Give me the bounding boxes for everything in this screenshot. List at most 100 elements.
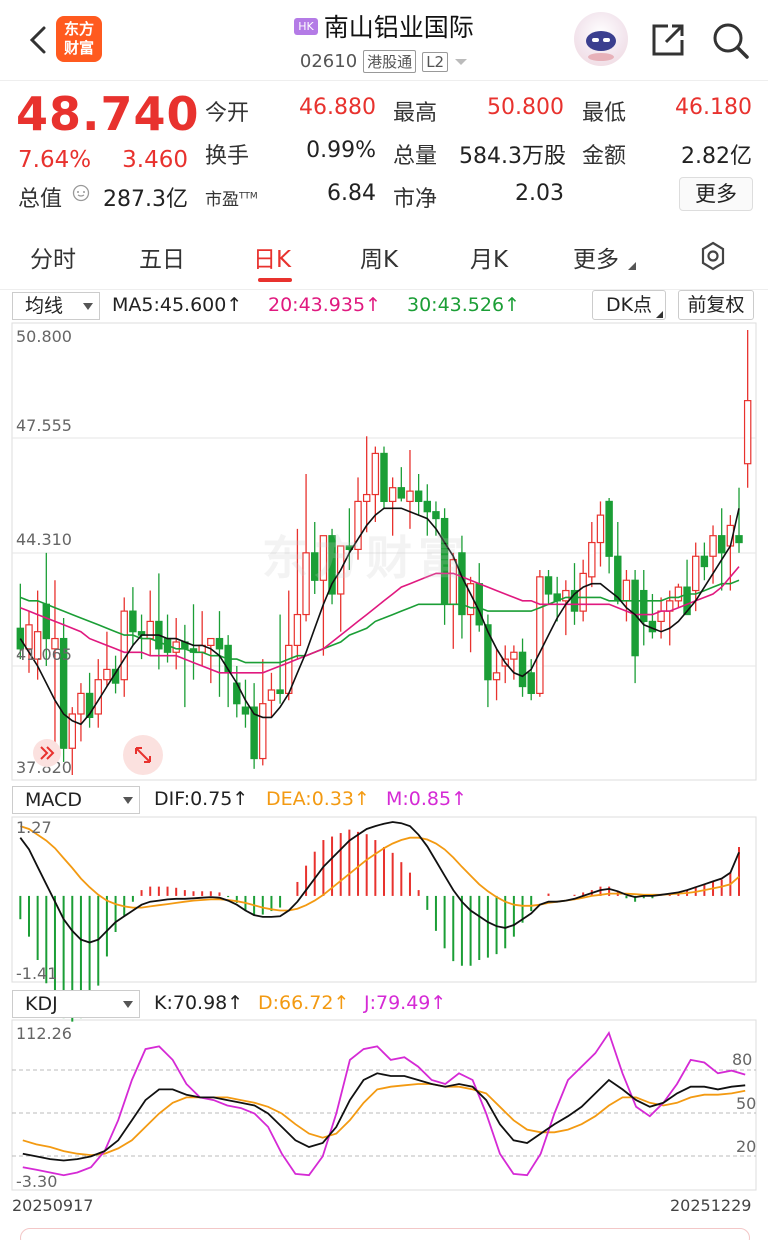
candle-up (51, 637, 59, 650)
tab-weekly-k[interactable]: 周K (360, 247, 399, 273)
stat-value-turnover: 0.99% (306, 138, 376, 163)
candle-up (492, 672, 501, 681)
ma5-line (19, 507, 740, 726)
watermark: 东方财富 (262, 531, 470, 585)
candle-up (388, 487, 397, 503)
kdj-ref-80: 80 (732, 1050, 753, 1069)
candle-down (414, 490, 423, 503)
assistant-avatar-icon[interactable] (574, 12, 628, 66)
stock-title[interactable]: HK 南山铝业国际 02610 港股通 L2 (200, 8, 568, 73)
candle-up (674, 586, 683, 602)
stock-name: 南山铝业国际 (323, 13, 474, 42)
top-bar: 东方 财富 HK 南山铝业国际 02610 港股通 L2 (0, 0, 768, 80)
dk-corner-icon (656, 311, 663, 318)
candle-down (423, 500, 432, 513)
candle-up (743, 400, 752, 465)
indicator-selector-kdj[interactable]: KDJ (12, 990, 140, 1018)
tab-more-corner-icon (628, 262, 636, 270)
candle-down (700, 555, 709, 568)
app-logo[interactable]: 东方 财富 (56, 16, 102, 62)
m-legend: M:0.85↑ (386, 788, 468, 810)
j-legend: J:79.49↑ (364, 992, 447, 1014)
stat-value-low: 46.180 (675, 95, 752, 120)
y-label-2: 47.555 (16, 416, 72, 435)
candle-down (241, 706, 250, 715)
dea-line (20, 825, 740, 912)
kdj-y-max: 112.26 (16, 1024, 72, 1043)
price-adjust-button[interactable]: 前复权 (678, 290, 754, 320)
candle-down (250, 706, 258, 760)
logo-line-2: 财富 (63, 39, 94, 57)
candle-down (717, 535, 726, 554)
tag-connect: 港股通 (363, 50, 417, 73)
candle-up (146, 620, 154, 640)
ma30-legend: 30:43.526↑ (407, 294, 520, 316)
scroll-left-icon[interactable] (32, 738, 62, 768)
candle-up (207, 637, 215, 647)
last-price: 48.740 (16, 87, 200, 141)
candle-up (579, 572, 587, 612)
candle-down (570, 589, 579, 612)
period-tabs: 分时 五日 日K 周K 月K 更多 (0, 222, 768, 290)
candle-up (293, 613, 302, 647)
candle-down (380, 452, 388, 503)
stat-label-open: 今开 (205, 101, 250, 126)
active-tab-indicator (258, 278, 292, 282)
candle-down (311, 552, 319, 581)
indicator-selector-macd[interactable]: MACD (12, 786, 140, 814)
y-label-max: 50.800 (16, 327, 72, 346)
candle-up (536, 576, 544, 695)
kdj-j-line (22, 1030, 746, 1177)
y-label-3: 44.310 (16, 530, 72, 549)
dk-point-button[interactable]: DK点 (592, 290, 666, 320)
kdj-ref-50: 50 (736, 1094, 757, 1113)
candle-up (362, 493, 371, 503)
stat-value-mktcap: 287.3亿 (103, 187, 188, 212)
tab-intraday[interactable]: 分时 (30, 247, 76, 273)
back-arrow-icon[interactable] (22, 24, 54, 56)
quote-panel: 48.740 7.64% 3.460 今开 46.880 最高 50.800 最… (0, 80, 768, 218)
stat-label-volume: 总量 (393, 144, 438, 169)
tab-five-day[interactable]: 五日 (139, 247, 185, 273)
info-icon[interactable] (72, 184, 90, 202)
more-stats-button[interactable]: 更多 (679, 177, 753, 211)
share-icon[interactable] (648, 20, 688, 60)
candle-down (527, 672, 535, 695)
candle-up (319, 535, 328, 581)
dif-line (19, 821, 740, 944)
k-legend: K:70.98↑ (154, 992, 244, 1014)
kdj-y-min: -3.30 (16, 1172, 58, 1191)
chevron-down-icon[interactable] (454, 57, 468, 67)
candle-up (103, 668, 111, 681)
candle-up (562, 589, 570, 602)
bottom-action-bar[interactable] (20, 1228, 750, 1240)
kdj-panel-frame (11, 1019, 757, 1191)
indicator-selector-ma[interactable]: 均线 (12, 292, 100, 320)
candle-down (640, 589, 648, 623)
tab-more[interactable]: 更多 (573, 247, 619, 273)
stat-label-turnover: 换手 (205, 144, 250, 169)
stat-label-high: 最高 (393, 101, 438, 126)
stat-value-amount: 2.82亿 (681, 144, 752, 169)
candle-down (215, 637, 224, 650)
tab-daily-k[interactable]: 日K (253, 247, 292, 273)
date-end: 20251229 (670, 1196, 752, 1215)
fullscreen-icon[interactable] (122, 734, 164, 776)
y-label-min: 37.820 (16, 758, 72, 777)
candle-up (709, 535, 717, 557)
kdj-k-line (22, 1072, 746, 1162)
stat-value-pe: 6.84 (327, 181, 376, 206)
candle-down (605, 500, 613, 557)
market-badge: HK (294, 17, 318, 35)
settings-gear-icon[interactable] (697, 240, 729, 272)
candle-down (59, 637, 68, 749)
candle-up (510, 651, 518, 660)
candle-up (33, 631, 42, 660)
search-icon[interactable] (710, 20, 750, 60)
candle-down (328, 535, 336, 595)
tab-monthly-k[interactable]: 月K (470, 247, 509, 273)
candle-down (85, 692, 94, 719)
macd-y-max: 1.27 (16, 818, 52, 837)
y-label-4: 41.065 (16, 645, 72, 664)
